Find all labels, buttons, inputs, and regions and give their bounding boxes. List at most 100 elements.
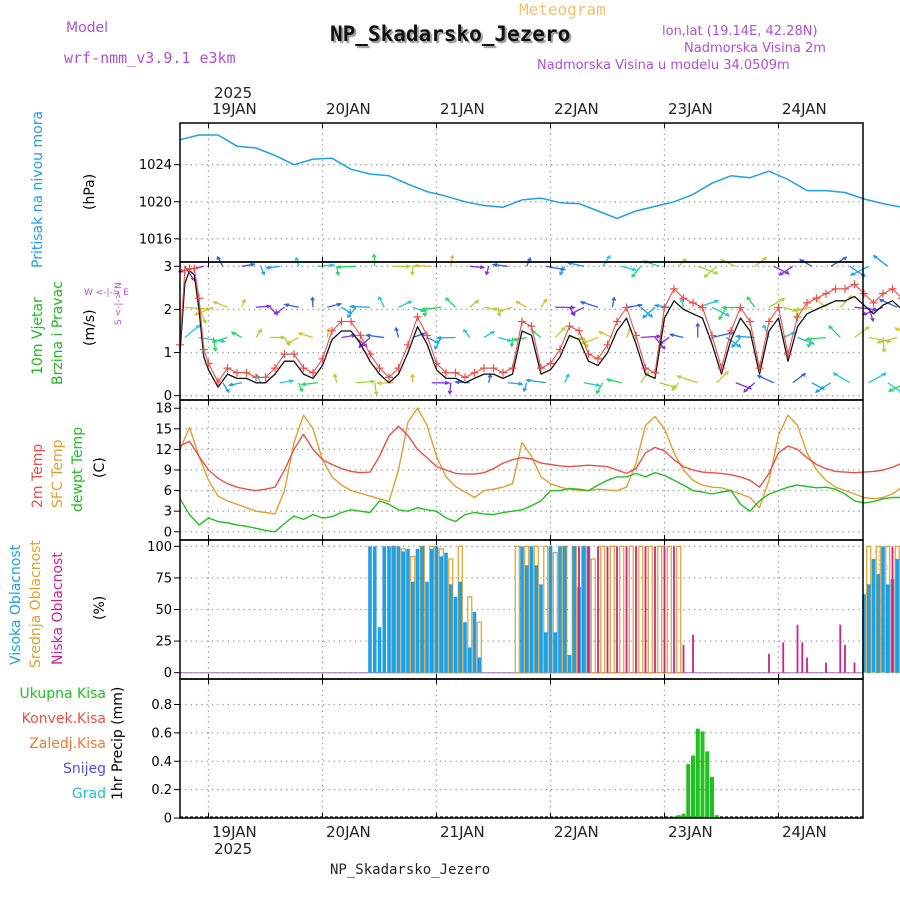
wind-arrowhead [412, 263, 419, 268]
wind-arrow [350, 305, 371, 308]
wind-gust-marker [603, 340, 612, 349]
wind-arrowhead [570, 305, 577, 310]
wind-arrow [731, 337, 741, 348]
cloud-niska-bar [606, 546, 609, 673]
cloud-niska-bar [692, 634, 694, 673]
wind-arrow [212, 336, 228, 343]
legend-zaledj-kisa: Zaledj.Kisa [29, 736, 106, 752]
wind-arrow [373, 254, 376, 267]
wind-gust-marker [404, 340, 412, 349]
y-tick-label: 12 [155, 443, 172, 458]
wind-arrow [720, 259, 737, 267]
legend-konvek-kisa: Konvek.Kisa [21, 711, 106, 727]
y-tick-label: 100 [147, 540, 172, 555]
wind-arrowhead [444, 380, 451, 385]
wind-arrowhead [373, 391, 379, 396]
y-tick-label: 3 [164, 505, 172, 520]
y-tick-label: 1020 [139, 195, 172, 210]
wind-arrow [640, 335, 661, 339]
wind-arrow [711, 332, 733, 339]
cloud-visoka-bar [415, 548, 420, 673]
cloud-niska-bar [801, 642, 804, 673]
wind-gust-marker [508, 364, 517, 373]
wind-arrowhead [864, 325, 870, 331]
wind-arrowhead [734, 334, 741, 339]
wind-arrowhead [515, 300, 521, 305]
wind-gust-marker [413, 312, 422, 321]
panel-frame [179, 678, 864, 819]
temp-2m-line [179, 425, 900, 492]
wind-arrow [526, 379, 546, 384]
cloud-niska-bar [587, 546, 590, 673]
cloud-visoka-bar [572, 546, 577, 673]
wind-gust-marker [461, 373, 469, 382]
wind-arrowhead [842, 256, 848, 261]
date-label: 19JAN [212, 100, 257, 118]
wind-arrowhead [257, 328, 263, 333]
wind-arrowhead [497, 308, 504, 312]
wind-arrowhead [762, 324, 767, 329]
wind-arrow [499, 306, 513, 312]
wind-arrow [868, 372, 886, 384]
wind-arrowhead [433, 345, 439, 351]
wind-arrow [828, 325, 841, 338]
wind-arrowhead [202, 319, 207, 324]
wind-arrow [757, 375, 775, 384]
wind-arrow [642, 306, 656, 319]
wind-arrowhead [261, 271, 266, 276]
wind-arrowhead [559, 271, 564, 276]
cloud-srednja-bar [647, 545, 653, 674]
wind-arrow [631, 265, 642, 278]
wind-arrowhead [718, 316, 723, 321]
wind-arrowhead [660, 345, 666, 350]
cloud-visoka-bar [558, 546, 562, 673]
wind-arrowhead [174, 369, 177, 372]
wind-arrow [341, 334, 356, 339]
wind-arrowhead [449, 254, 455, 259]
wind-arrow [697, 265, 718, 275]
date-label: 21JAN [440, 100, 485, 118]
y-tick-label: 3 [164, 260, 172, 275]
cloud-visoka-bar [876, 574, 881, 673]
cloud-niska-bar [625, 546, 628, 673]
precip-bar [676, 815, 681, 818]
wind-gust-marker [774, 303, 783, 312]
wind-gust-marker [822, 289, 830, 298]
sfc-temp-line [179, 407, 900, 515]
wind-gust-marker [214, 378, 222, 387]
wind-arrowhead [876, 339, 882, 344]
wind-gust-marker [736, 303, 745, 312]
y-tick-label: 50 [155, 603, 172, 618]
wind-gust-marker [746, 317, 754, 326]
wind-arrowhead [496, 312, 502, 317]
wind-gust-marker [727, 326, 735, 335]
cloud-niska-bar [806, 657, 808, 673]
wind-gust-marker [584, 350, 593, 359]
model-name: wrf-nmm_v3.9.1 e3km [64, 49, 236, 67]
cloud-visoka-bar [377, 627, 382, 673]
precip-bar [695, 728, 700, 818]
cloud-visoka-bar [871, 558, 876, 673]
wind-gust-marker [394, 364, 403, 373]
cloud-visoka-bar [382, 546, 387, 673]
wind-arrowhead [794, 307, 801, 312]
wind-arrowhead [565, 373, 570, 378]
model-elevation-label: Nadmorska Visina u modelu 34.0509m [537, 58, 790, 73]
wind-arrowhead [335, 271, 341, 276]
cloud-niska-bar [663, 546, 666, 673]
date-label: 23JAN [668, 823, 713, 841]
wind-arrow [511, 337, 514, 347]
wind-arrow [581, 336, 599, 345]
cloud-srednja-bar [524, 545, 530, 674]
y-tick-label: 0.8 [151, 698, 172, 713]
wind-arrowhead [676, 375, 682, 379]
cloud-visoka-bar [368, 546, 372, 673]
wind-arrow [797, 336, 815, 345]
wind-gust-marker [432, 359, 441, 368]
wind-arrow [596, 382, 604, 394]
cloud-niska-bar [682, 644, 685, 673]
wind-gust-marker [242, 368, 251, 377]
tick-layer: 10161020102401230369121518025507510000.2… [139, 123, 779, 827]
cloud-niska-bar [782, 642, 785, 673]
